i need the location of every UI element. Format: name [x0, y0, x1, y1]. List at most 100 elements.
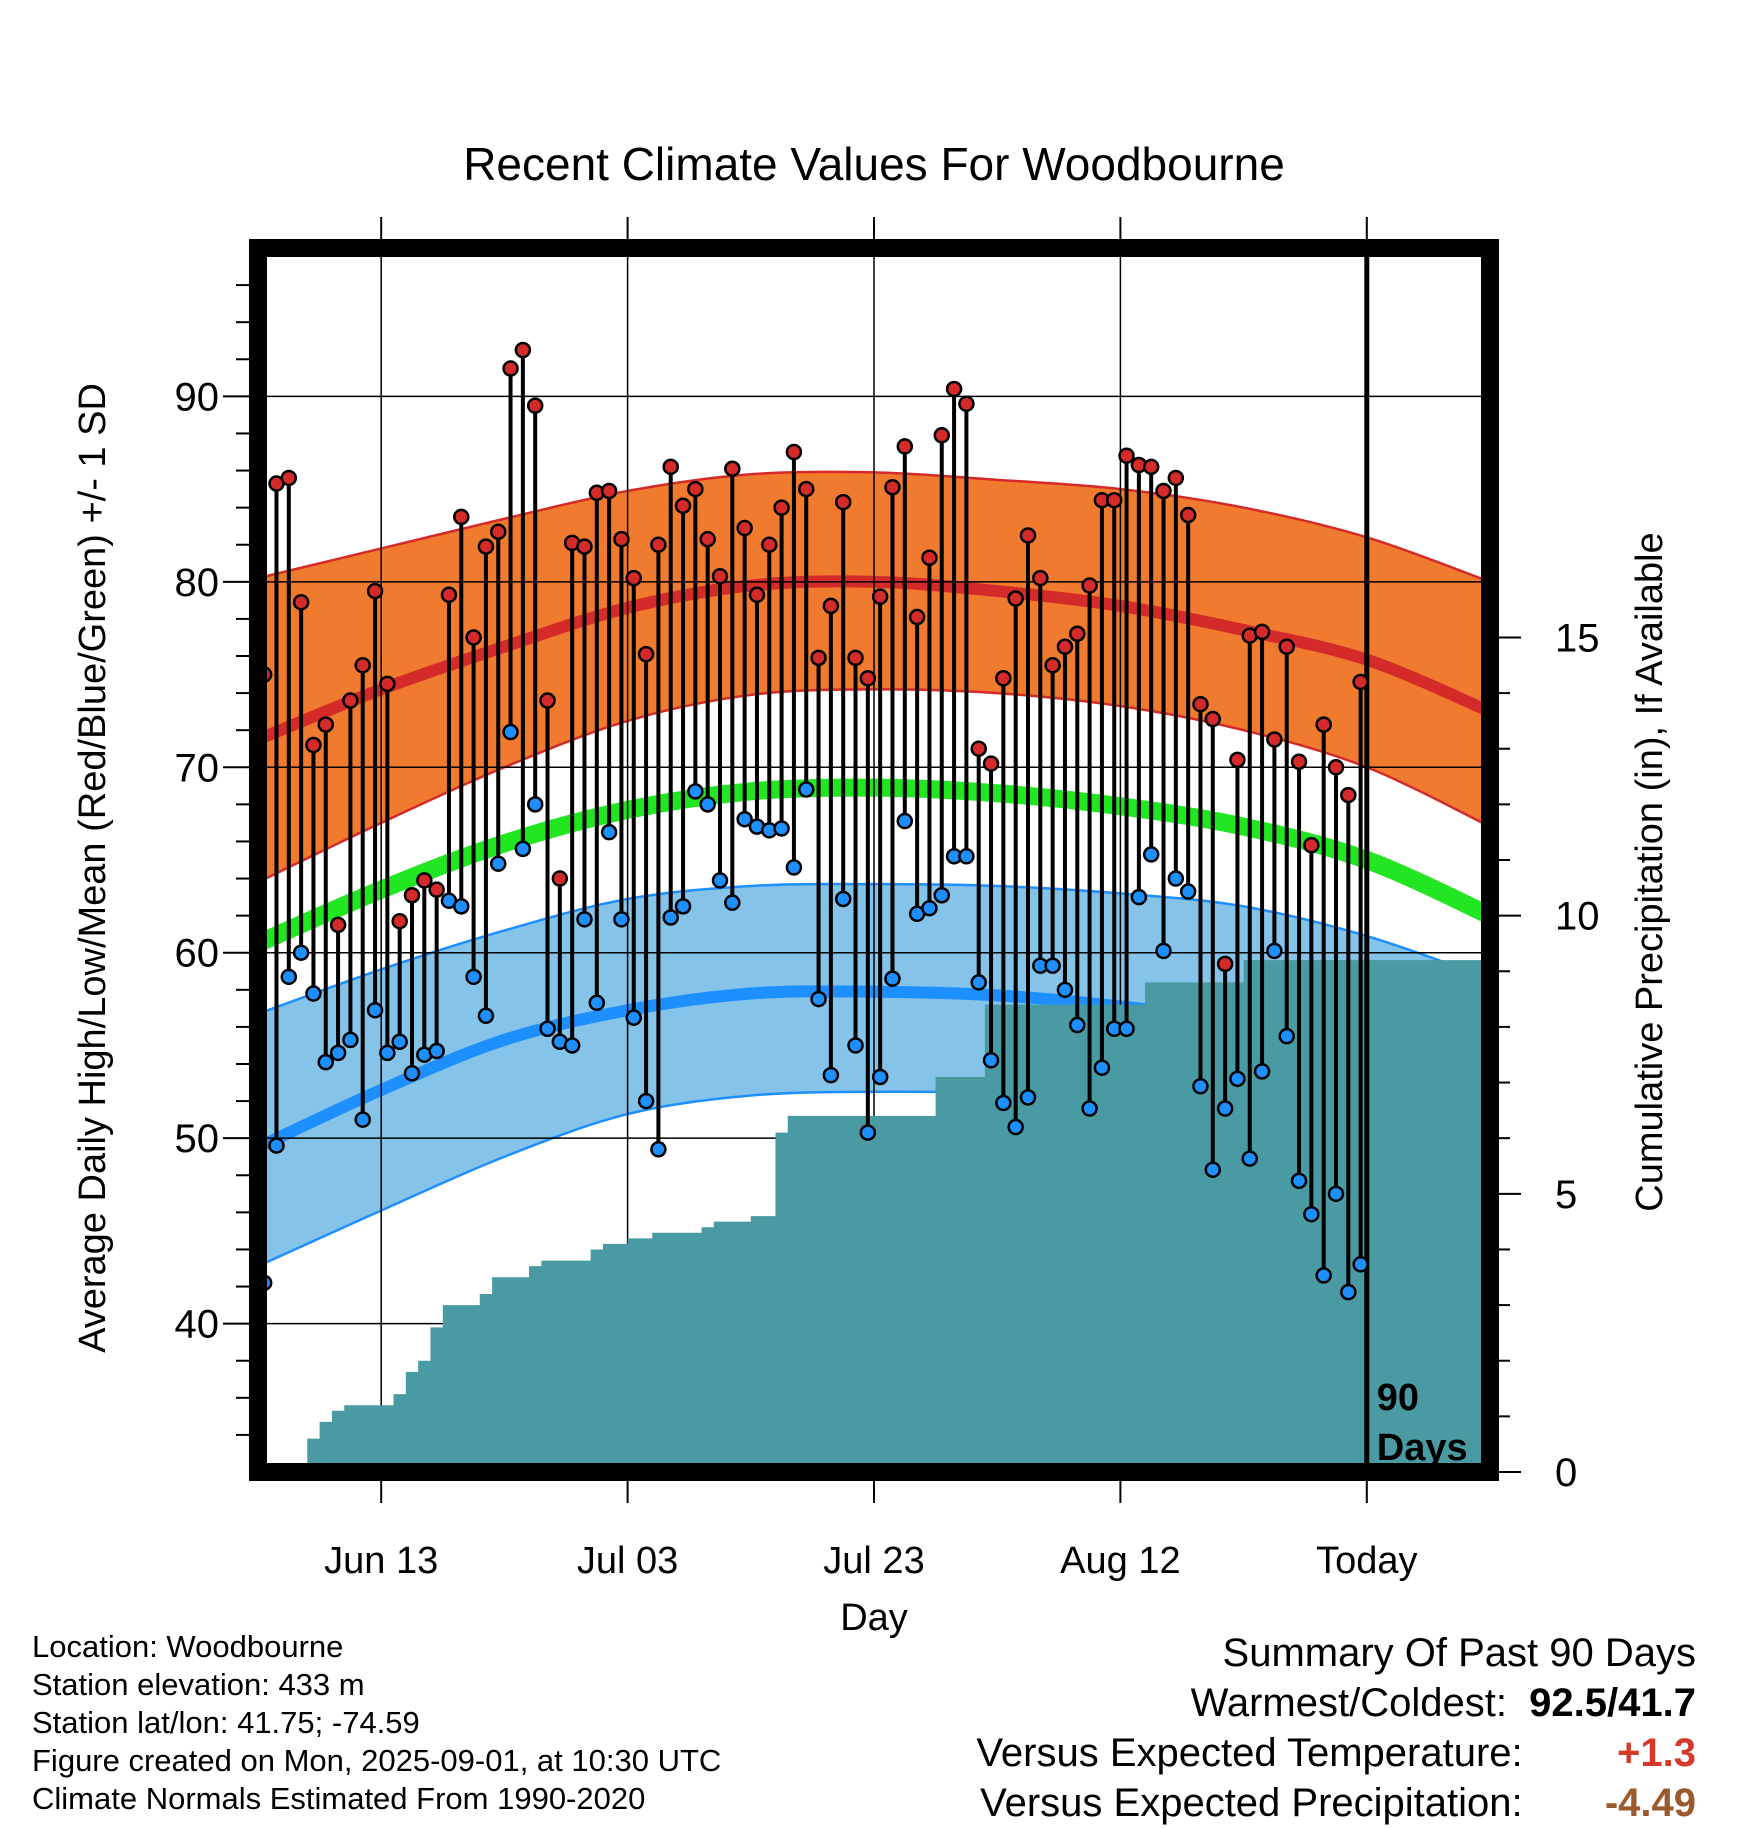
- low-temp-point: [674, 898, 692, 915]
- low-temp-point: [1327, 1185, 1345, 1203]
- low-temp-point: [465, 968, 482, 986]
- low-temp-point: [366, 1001, 384, 1019]
- low-temp-point: [1081, 1100, 1098, 1117]
- high-temp-point: [1019, 527, 1037, 544]
- elevation-text: Station elevation: 433 m: [32, 1667, 365, 1702]
- high-temp-point: [921, 549, 938, 566]
- high-temp-point: [354, 657, 371, 674]
- high-temp-point: [514, 341, 532, 359]
- x-axis-label: Day: [840, 1597, 908, 1639]
- x-tick-label: Today: [1316, 1540, 1417, 1582]
- low-temp-point: [822, 1066, 840, 1084]
- low-temp-point: [1204, 1161, 1222, 1178]
- low-temp-point: [662, 909, 679, 926]
- high-temp-point: [1253, 623, 1271, 641]
- high-temp-point: [1142, 458, 1160, 476]
- location-text: Location: Woodbourne: [32, 1629, 344, 1664]
- low-temp-point: [711, 872, 729, 889]
- low-temp-point: [317, 1053, 335, 1071]
- low-temp-point: [650, 1141, 667, 1158]
- high-temp-point: [502, 360, 519, 377]
- x-tick-label: Aug 12: [1060, 1540, 1180, 1582]
- high-temp-point: [1204, 710, 1222, 728]
- high-temp-point: [748, 586, 766, 604]
- created-text: Figure created on Mon, 2025-09-01, at 10…: [32, 1743, 722, 1778]
- low-temp-point: [1241, 1150, 1259, 1167]
- high-temp-point: [1216, 955, 1234, 973]
- low-temp-point: [342, 1031, 359, 1049]
- high-temp-point: [933, 427, 951, 444]
- high-temp-point: [329, 916, 347, 934]
- low-temp-point: [1315, 1267, 1332, 1284]
- normals-text: Climate Normals Estimated From 1990-2020: [32, 1781, 646, 1816]
- x-tick-label: Jul 03: [577, 1540, 678, 1582]
- high-temp-point: [896, 438, 914, 455]
- low-temp-point: [736, 810, 753, 828]
- summary-panel: Summary Of Past 90 Days Warmest/Coldest:…: [976, 1628, 1696, 1828]
- high-temp-point: [970, 740, 987, 757]
- low-temp-point: [1340, 1283, 1357, 1301]
- low-temp-point: [1007, 1118, 1024, 1136]
- low-temp-point: [933, 886, 951, 904]
- high-temp-point: [403, 886, 421, 904]
- low-temp-point: [489, 855, 507, 872]
- high-temp-point: [908, 608, 926, 626]
- high-temp-point: [366, 582, 384, 600]
- low-temp-point: [995, 1094, 1012, 1112]
- today-marker-label: 90: [1377, 1377, 1419, 1419]
- low-temp-point: [687, 783, 704, 800]
- low-temp-point: [797, 781, 815, 798]
- high-temp-point: [1069, 625, 1086, 642]
- high-temp-point: [613, 530, 630, 548]
- low-temp-point: [1192, 1078, 1209, 1095]
- low-temp-point: [884, 970, 901, 987]
- low-temp-point: [699, 796, 716, 813]
- low-temp-point: [1118, 1020, 1135, 1038]
- low-temp-point: [1155, 942, 1172, 960]
- high-temp-point: [600, 482, 618, 500]
- low-temp-point: [1069, 1016, 1086, 1034]
- y2-tick-label: 15: [1555, 616, 1600, 660]
- high-temp-point: [453, 508, 470, 526]
- low-temp-point: [1303, 1205, 1320, 1223]
- high-temp-point: [1192, 695, 1209, 713]
- high-temp-point: [280, 469, 298, 487]
- high-temp-point: [440, 586, 458, 604]
- precip-label: Versus Expected Precipitation:: [980, 1781, 1523, 1825]
- low-temp-point: [1253, 1063, 1271, 1080]
- high-temp-point: [477, 538, 495, 555]
- low-temp-point: [1216, 1100, 1234, 1117]
- high-temp-point: [1278, 638, 1295, 655]
- low-temp-point: [539, 1020, 556, 1038]
- low-temp-point: [1179, 883, 1197, 900]
- y-tick-label: 50: [175, 1117, 220, 1161]
- high-temp-point: [1118, 447, 1135, 464]
- low-temp-point: [896, 812, 914, 830]
- low-temp-point: [982, 1052, 1000, 1069]
- x-tick-label: Jul 23: [823, 1540, 924, 1582]
- warmest-row: Warmest/Coldest: 92.5/41.7: [976, 1678, 1696, 1728]
- low-temp-point: [576, 911, 593, 928]
- high-temp-point: [662, 458, 679, 476]
- low-temp-point: [1130, 888, 1148, 906]
- high-temp-point: [1340, 786, 1357, 804]
- high-temp-point: [576, 538, 593, 555]
- y-tick-label: 80: [175, 561, 220, 605]
- high-temp-point: [1290, 753, 1308, 770]
- high-temp-point: [539, 692, 556, 709]
- high-temp-point: [317, 716, 335, 733]
- precip-row: Versus Expected Precipitation: -4.49: [976, 1778, 1696, 1828]
- high-temp-point: [342, 692, 359, 709]
- low-temp-point: [625, 1009, 643, 1026]
- low-temp-point: [785, 859, 803, 876]
- low-temp-point: [403, 1065, 421, 1082]
- high-temp-point: [1044, 657, 1061, 674]
- high-temp-point: [871, 588, 889, 605]
- low-temp-point: [428, 1042, 445, 1060]
- high-temp-point: [1081, 577, 1098, 594]
- high-temp-point: [489, 523, 507, 540]
- high-temp-point: [551, 870, 569, 887]
- warmest-value: 92.5/41.7: [1529, 1681, 1696, 1725]
- high-temp-point: [1266, 731, 1283, 748]
- x-tick-label: Jun 13: [324, 1540, 438, 1582]
